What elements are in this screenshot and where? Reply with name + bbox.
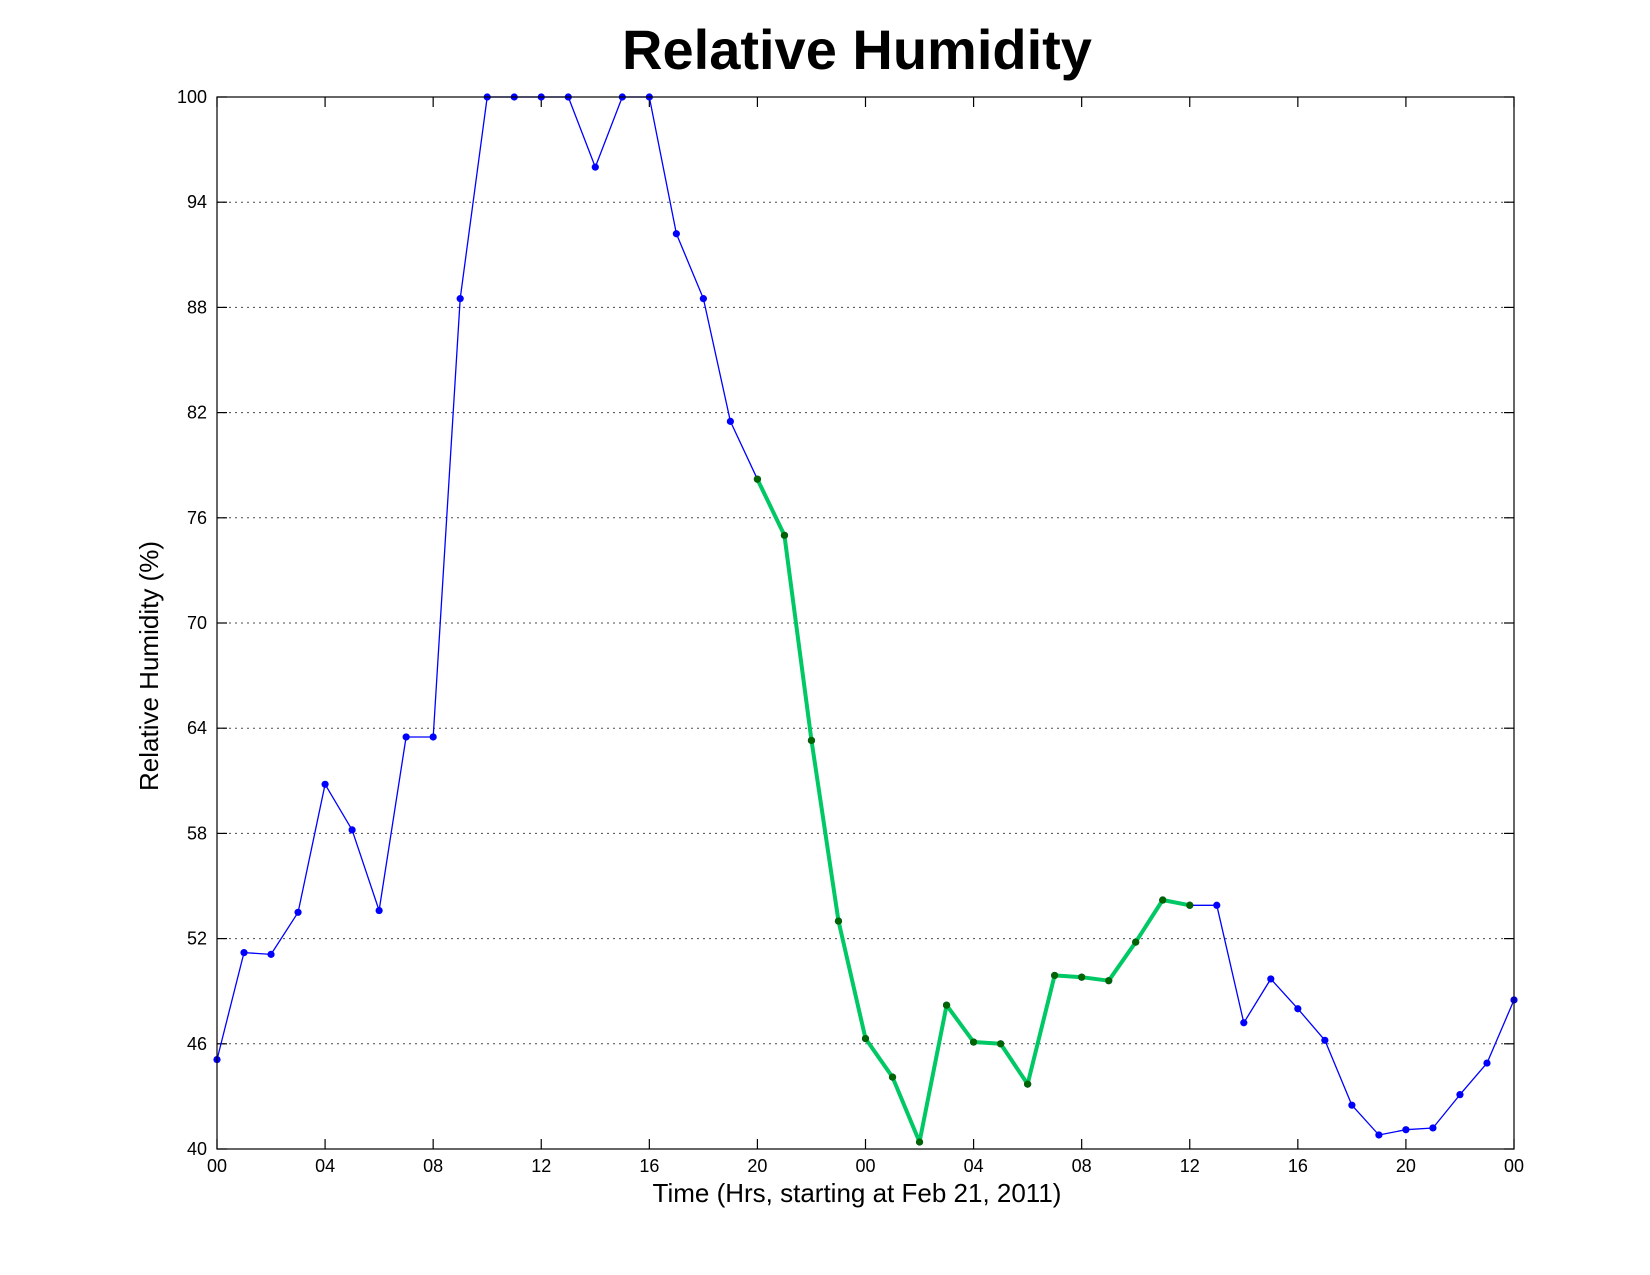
y-tick-label: 88: [187, 297, 207, 317]
x-tick-label: 16: [1288, 1156, 1308, 1176]
data-point: [240, 949, 248, 957]
data-point: [1024, 1080, 1032, 1088]
data-point: [1105, 977, 1113, 985]
x-tick-label: 00: [855, 1156, 875, 1176]
y-tick-label: 58: [187, 823, 207, 843]
x-tick-label: 08: [1072, 1156, 1092, 1176]
series-layer: [213, 93, 1518, 1146]
data-point: [888, 1073, 897, 1081]
data-point: [1159, 896, 1167, 904]
data-point: [699, 295, 707, 303]
data-point: [834, 917, 843, 925]
x-tick-label: 08: [423, 1156, 443, 1176]
y-tick-label: 40: [187, 1139, 207, 1159]
data-point: [969, 1038, 978, 1046]
chart-title: Relative Humidity: [622, 18, 1092, 81]
y-tick-label: 76: [187, 508, 207, 528]
y-axis-tick-labels: 40 46 52 58 64 70 76 82 88 94 100: [177, 87, 207, 1159]
x-tick-label: 12: [1180, 1156, 1200, 1176]
y-tick-label: 94: [187, 192, 207, 212]
data-point: [942, 1001, 951, 1009]
y-tick-label: 46: [187, 1034, 207, 1054]
grid-lines: [217, 201, 1514, 1045]
data-point: [753, 475, 762, 483]
data-point: [915, 1138, 924, 1146]
data-point: [429, 733, 437, 741]
data-point: [1051, 971, 1059, 980]
x-tick-label: 16: [639, 1156, 659, 1176]
axis-ticks: [216, 96, 1515, 1150]
y-tick-label: 82: [187, 403, 207, 423]
y-tick-label: 70: [187, 613, 207, 633]
x-axis-label: Time (Hrs, starting at Feb 21, 2011): [653, 1178, 1062, 1208]
data-point: [726, 417, 734, 425]
data-point: [1375, 1131, 1383, 1139]
data-point: [591, 163, 599, 171]
y-axis-label: Relative Humidity (%): [134, 541, 164, 791]
y-tick-label: 52: [187, 929, 207, 949]
data-point: [294, 908, 302, 916]
data-point: [321, 780, 329, 788]
data-point: [1213, 901, 1221, 909]
data-point: [997, 1040, 1005, 1048]
data-point: [1267, 975, 1275, 983]
data-point: [1186, 901, 1194, 909]
data-point: [1483, 1059, 1491, 1067]
data-point: [861, 1034, 870, 1043]
data-point: [1294, 1005, 1302, 1013]
x-tick-label: 00: [1504, 1156, 1524, 1176]
data-point: [1321, 1036, 1329, 1044]
series-line-0: [216, 96, 1515, 1143]
data-point: [375, 906, 383, 915]
data-point: [267, 950, 275, 958]
x-axis-tick-labels: 00 04 08 12 16 20 00 04 08 12 16 20 00: [207, 1156, 1524, 1176]
data-point: [807, 736, 816, 745]
data-point: [1078, 973, 1086, 981]
x-tick-label: 20: [747, 1156, 767, 1176]
data-point: [672, 230, 680, 238]
data-point: [1348, 1101, 1356, 1109]
plot-frame: [216, 96, 1515, 1150]
data-point: [780, 531, 789, 539]
x-tick-label: 04: [315, 1156, 335, 1176]
data-point: [1402, 1126, 1410, 1134]
data-point: [402, 733, 410, 741]
series-0: [213, 93, 1518, 1146]
x-tick-label: 00: [207, 1156, 227, 1176]
data-point: [348, 826, 356, 834]
series-1: [753, 475, 1194, 1146]
data-point: [456, 295, 464, 303]
x-tick-label: 12: [531, 1156, 551, 1176]
data-point: [1240, 1019, 1248, 1027]
data-point: [1429, 1124, 1437, 1132]
y-tick-label: 64: [187, 718, 207, 738]
data-point: [1132, 938, 1140, 946]
x-tick-label: 04: [964, 1156, 984, 1176]
data-point: [1456, 1091, 1464, 1099]
x-tick-label: 20: [1396, 1156, 1416, 1176]
y-tick-label: 100: [177, 87, 207, 107]
